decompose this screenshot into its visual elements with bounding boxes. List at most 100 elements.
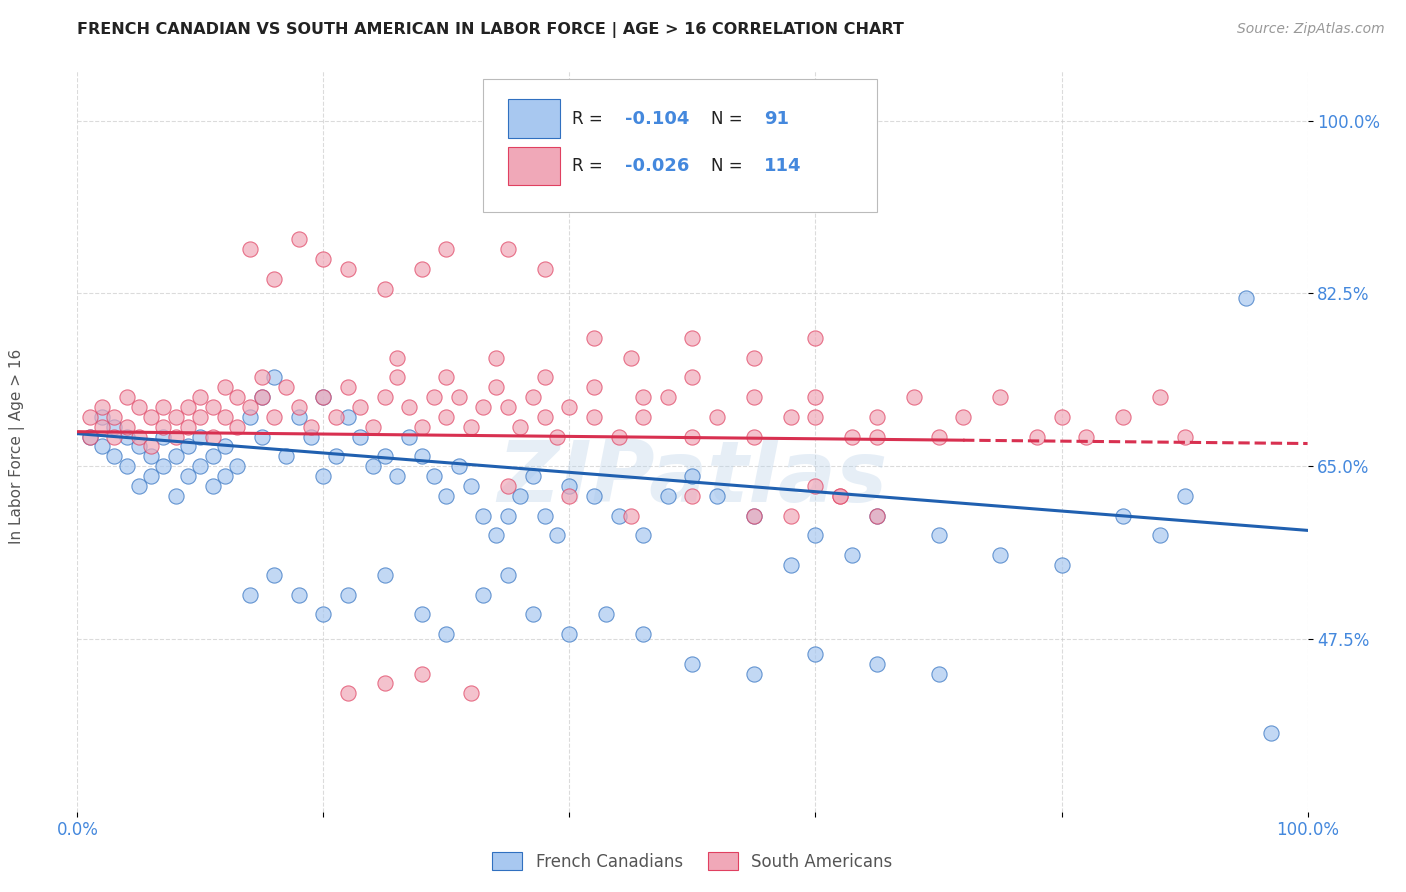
Point [312,607,335,622]
Point [742,508,765,523]
Point [250,390,273,404]
Point [337,380,360,394]
Point [250,370,273,384]
Point [472,588,495,602]
Point [312,469,335,483]
Point [165,450,187,464]
Point [103,409,125,424]
Point [312,390,335,404]
Point [288,400,311,414]
Point [374,390,396,404]
Point [1260,725,1282,739]
Point [1149,390,1171,404]
Point [558,479,581,493]
Point [226,390,249,404]
Point [239,588,262,602]
FancyBboxPatch shape [508,100,560,138]
FancyBboxPatch shape [508,147,560,186]
Point [583,409,606,424]
Point [141,440,163,454]
Point [607,429,630,443]
Point [633,627,655,641]
Point [411,450,433,464]
Point [325,409,347,424]
Point [263,370,285,384]
Point [509,489,531,503]
Point [583,380,606,394]
Point [361,419,384,434]
Point [496,400,519,414]
Point [188,459,212,474]
Point [804,528,827,542]
Point [165,489,187,503]
Point [115,459,138,474]
Point [1174,489,1197,503]
Point [447,390,470,404]
Point [201,400,224,414]
Point [804,409,827,424]
Point [546,429,568,443]
Point [633,409,655,424]
Point [928,429,950,443]
Point [804,390,827,404]
Text: In Labor Force | Age > 16: In Labor Force | Age > 16 [8,349,25,543]
Point [804,331,827,345]
Point [460,419,482,434]
Text: 91: 91 [763,110,789,128]
Point [742,508,765,523]
Point [115,429,138,443]
Point [337,409,360,424]
Point [866,508,889,523]
Point [607,508,630,523]
Point [90,409,114,424]
Point [288,588,311,602]
Point [128,440,150,454]
Point [141,409,163,424]
Text: -0.104: -0.104 [624,110,689,128]
Point [583,331,606,345]
Text: ZIPatlas: ZIPatlas [498,437,887,520]
Point [177,400,200,414]
Point [780,508,803,523]
Point [682,429,704,443]
Point [988,390,1011,404]
Point [79,409,101,424]
Point [239,409,262,424]
Point [447,459,470,474]
Point [522,469,544,483]
Point [79,429,101,443]
Point [299,429,322,443]
Point [188,409,212,424]
Point [141,450,163,464]
Point [534,508,557,523]
Point [423,469,446,483]
Point [177,440,200,454]
Point [385,351,409,365]
Point [682,370,704,384]
Point [509,419,531,434]
Point [534,261,557,276]
Text: 114: 114 [763,157,801,175]
Point [337,686,360,700]
Point [177,469,200,483]
Point [398,429,420,443]
Point [152,459,174,474]
Point [411,261,433,276]
Point [411,666,433,681]
Point [522,607,544,622]
Point [522,390,544,404]
Point [485,380,508,394]
Point [742,666,765,681]
Point [534,409,557,424]
Point [1112,508,1135,523]
Point [103,419,125,434]
Point [928,666,950,681]
Point [349,429,371,443]
Point [496,242,519,256]
Point [201,450,224,464]
Text: R =: R = [572,157,603,175]
Point [742,351,765,365]
Point [201,429,224,443]
Point [841,548,863,562]
Point [460,686,482,700]
